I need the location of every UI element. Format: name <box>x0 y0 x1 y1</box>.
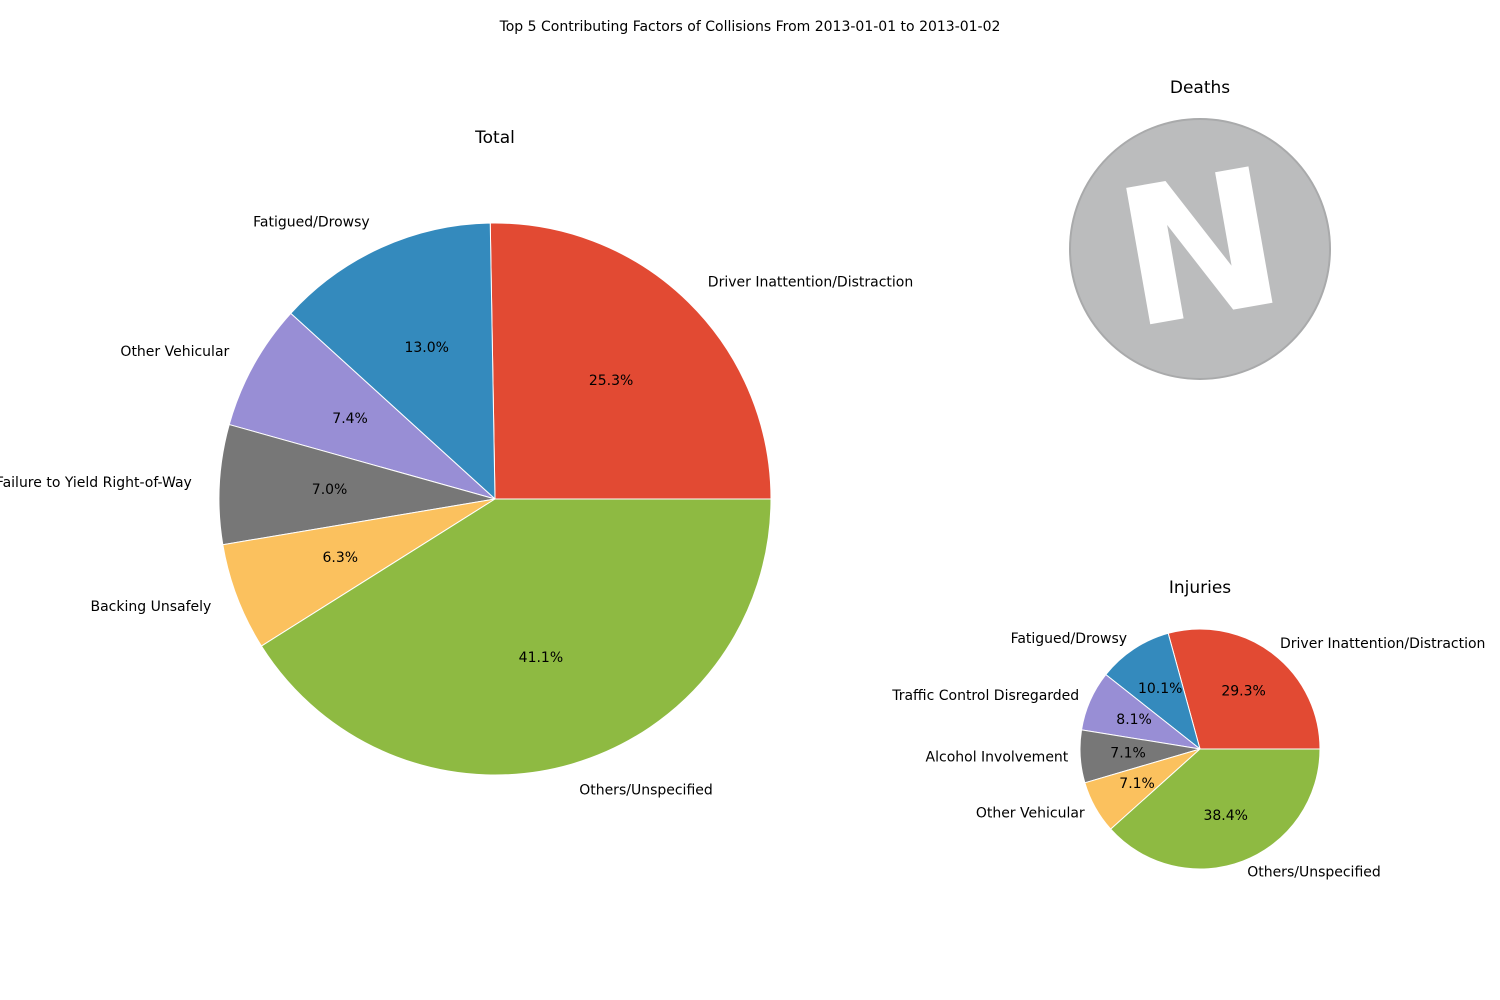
pie-total-title: Total <box>474 128 515 148</box>
pie-total-slice-0 <box>489 222 772 500</box>
pie-injuries-category-label-2: Traffic Control Disregarded <box>891 688 1079 704</box>
pie-total-category-label-5: Others/Unspecified <box>579 783 713 799</box>
pie-total-slice-5 <box>260 498 772 776</box>
pie-total-pct-label-1: 13.0% <box>404 340 448 356</box>
pie-injuries-title: Injuries <box>1169 578 1231 598</box>
pie-total: Total 25.3% Driver Inattention/Distractio… <box>0 128 913 799</box>
pie-total-pct-label-3: 7.0% <box>312 482 348 498</box>
pie-total-slice-1 <box>290 222 496 500</box>
figure-suptitle: Top 5 Contributing Factors of Collisions… <box>499 19 1001 35</box>
pie-deaths: Deaths N <box>1069 78 1331 380</box>
pie-total-category-label-0: Driver Inattention/Distraction <box>708 275 913 291</box>
pie-injuries-category-label-3: Alcohol Involvement <box>926 749 1069 765</box>
pie-injuries-category-label-5: Others/Unspecified <box>1247 864 1381 880</box>
pie-injuries-slice-0 <box>1167 628 1321 750</box>
pie-injuries: Injuries 29.3% Driver Inattention/Distrac… <box>891 578 1485 880</box>
pie-total-pct-label-5: 41.1% <box>519 650 563 666</box>
no-data-n-glyph: N <box>1103 126 1298 371</box>
pie-deaths-title: Deaths <box>1170 78 1230 98</box>
pie-total-category-label-1: Fatigued/Drowsy <box>253 214 370 230</box>
pie-total-category-label-2: Other Vehicular <box>120 344 229 360</box>
pie-injuries-category-label-0: Driver Inattention/Distraction <box>1280 636 1485 652</box>
pie-total-slice-3 <box>218 424 496 546</box>
pie-total-pct-label-4: 6.3% <box>323 550 359 566</box>
pie-injuries-slice-1 <box>1105 632 1201 750</box>
pie-total-category-label-4: Backing Unsafely <box>90 599 211 615</box>
pie-injuries-category-label-1: Fatigued/Drowsy <box>1011 631 1128 647</box>
pie-injuries-pct-label-4: 7.1% <box>1119 776 1155 792</box>
pie-total-pct-label-2: 7.4% <box>332 411 368 427</box>
pie-injuries-pct-label-1: 10.1% <box>1138 681 1182 697</box>
pie-total-slice-2 <box>228 312 496 500</box>
pie-injuries-slice-5 <box>1110 748 1321 870</box>
pie-injuries-category-label-4: Other Vehicular <box>976 805 1085 821</box>
pie-total-category-label-3: Failure to Yield Right-of-Way <box>0 475 192 491</box>
no-data-n-icon: N <box>1069 118 1331 380</box>
pie-injuries-pct-label-0: 29.3% <box>1221 684 1265 700</box>
pie-injuries-pct-label-2: 8.1% <box>1116 712 1152 728</box>
pie-injuries-pct-label-3: 7.1% <box>1110 746 1146 762</box>
pie-injuries-pct-label-5: 38.4% <box>1203 808 1247 824</box>
pie-total-pct-label-0: 25.3% <box>589 373 633 389</box>
